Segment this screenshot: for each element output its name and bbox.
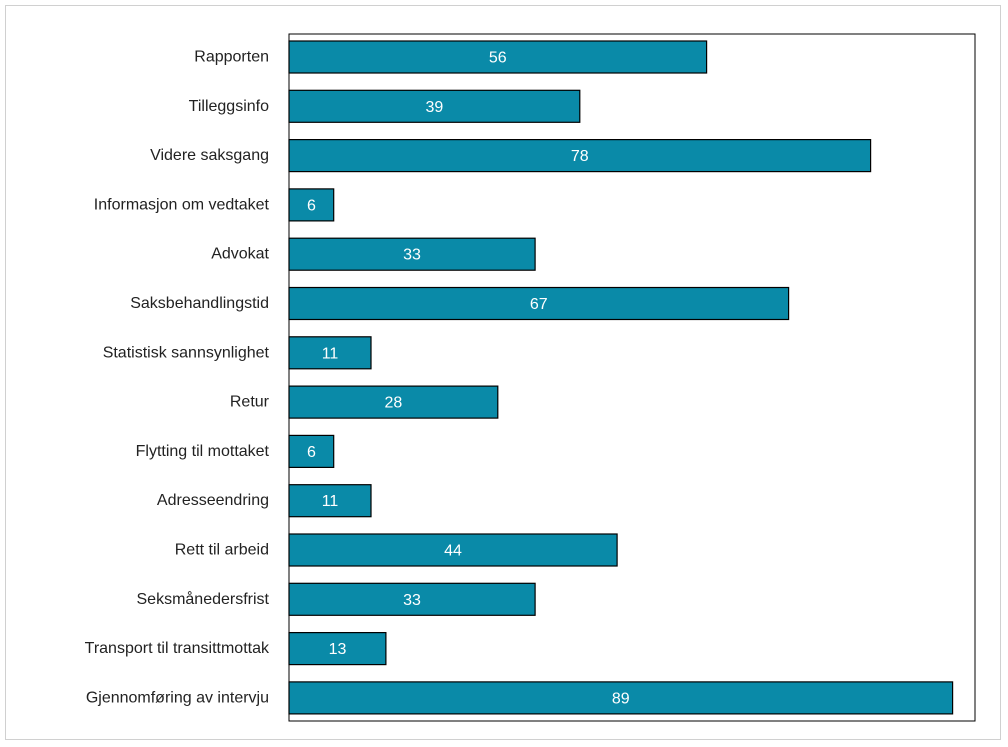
value-label-2: 78: [571, 148, 589, 165]
category-label-7: Retur: [230, 394, 270, 411]
value-label-4: 33: [403, 247, 421, 264]
bar-10: [288, 533, 618, 567]
category-label-4: Advokat: [211, 246, 269, 263]
category-label-8: Flytting til mottaket: [136, 443, 270, 460]
chart-frame: [5, 5, 1001, 740]
value-label-7: 28: [385, 395, 403, 412]
bar-13: [288, 681, 954, 715]
category-label-10: Rett til arbeid: [175, 542, 269, 559]
category-label-12: Transport til transittmottak: [85, 640, 270, 657]
bar-4: [288, 237, 536, 271]
value-label-11: 33: [403, 592, 421, 609]
value-label-0: 56: [489, 50, 507, 67]
value-label-5: 67: [530, 296, 548, 313]
value-label-6: 11: [322, 345, 339, 362]
category-label-11: Seksmånedersfrist: [137, 590, 270, 608]
bar-5: [288, 286, 790, 321]
bar-6: [288, 336, 372, 370]
value-label-3: 6: [307, 197, 316, 214]
bar-12: [288, 631, 387, 666]
bar-1: [288, 89, 581, 123]
category-label-6: Statistisk sannsynlighet: [103, 344, 270, 361]
bar-7: [288, 385, 499, 419]
value-label-8: 6: [307, 444, 316, 461]
category-label-5: Saksbehandlingstid: [130, 295, 269, 312]
category-label-3: Informasjon om vedtaket: [94, 196, 270, 213]
bar-2: [288, 139, 872, 173]
category-label-1: Tilleggsinfo: [189, 98, 269, 115]
value-label-13: 89: [612, 690, 630, 707]
bar-3: [288, 188, 335, 222]
value-label-12: 13: [329, 641, 347, 658]
bar-9: [288, 484, 372, 518]
category-label-9: Adresseendring: [157, 492, 269, 509]
bars-group: [288, 40, 954, 715]
value-label-10: 44: [444, 543, 462, 560]
category-label-2: Videre saksgang: [150, 147, 269, 164]
category-label-13: Gjennomføring av intervju: [86, 689, 269, 706]
bar-11: [288, 582, 536, 616]
bar-8: [288, 434, 335, 468]
value-labels-group: 56 39 78 6 33 67 11 28 6 11 44 33 13 89: [307, 50, 630, 708]
category-label-0: Rapporten: [194, 49, 269, 66]
value-label-9: 11: [322, 493, 339, 510]
category-labels-group: Rapporten Tilleggsinfo Videre saksgang Info…: [85, 49, 270, 707]
value-label-1: 39: [426, 99, 444, 116]
bar-0: [288, 40, 708, 74]
plot-area: [288, 33, 976, 722]
